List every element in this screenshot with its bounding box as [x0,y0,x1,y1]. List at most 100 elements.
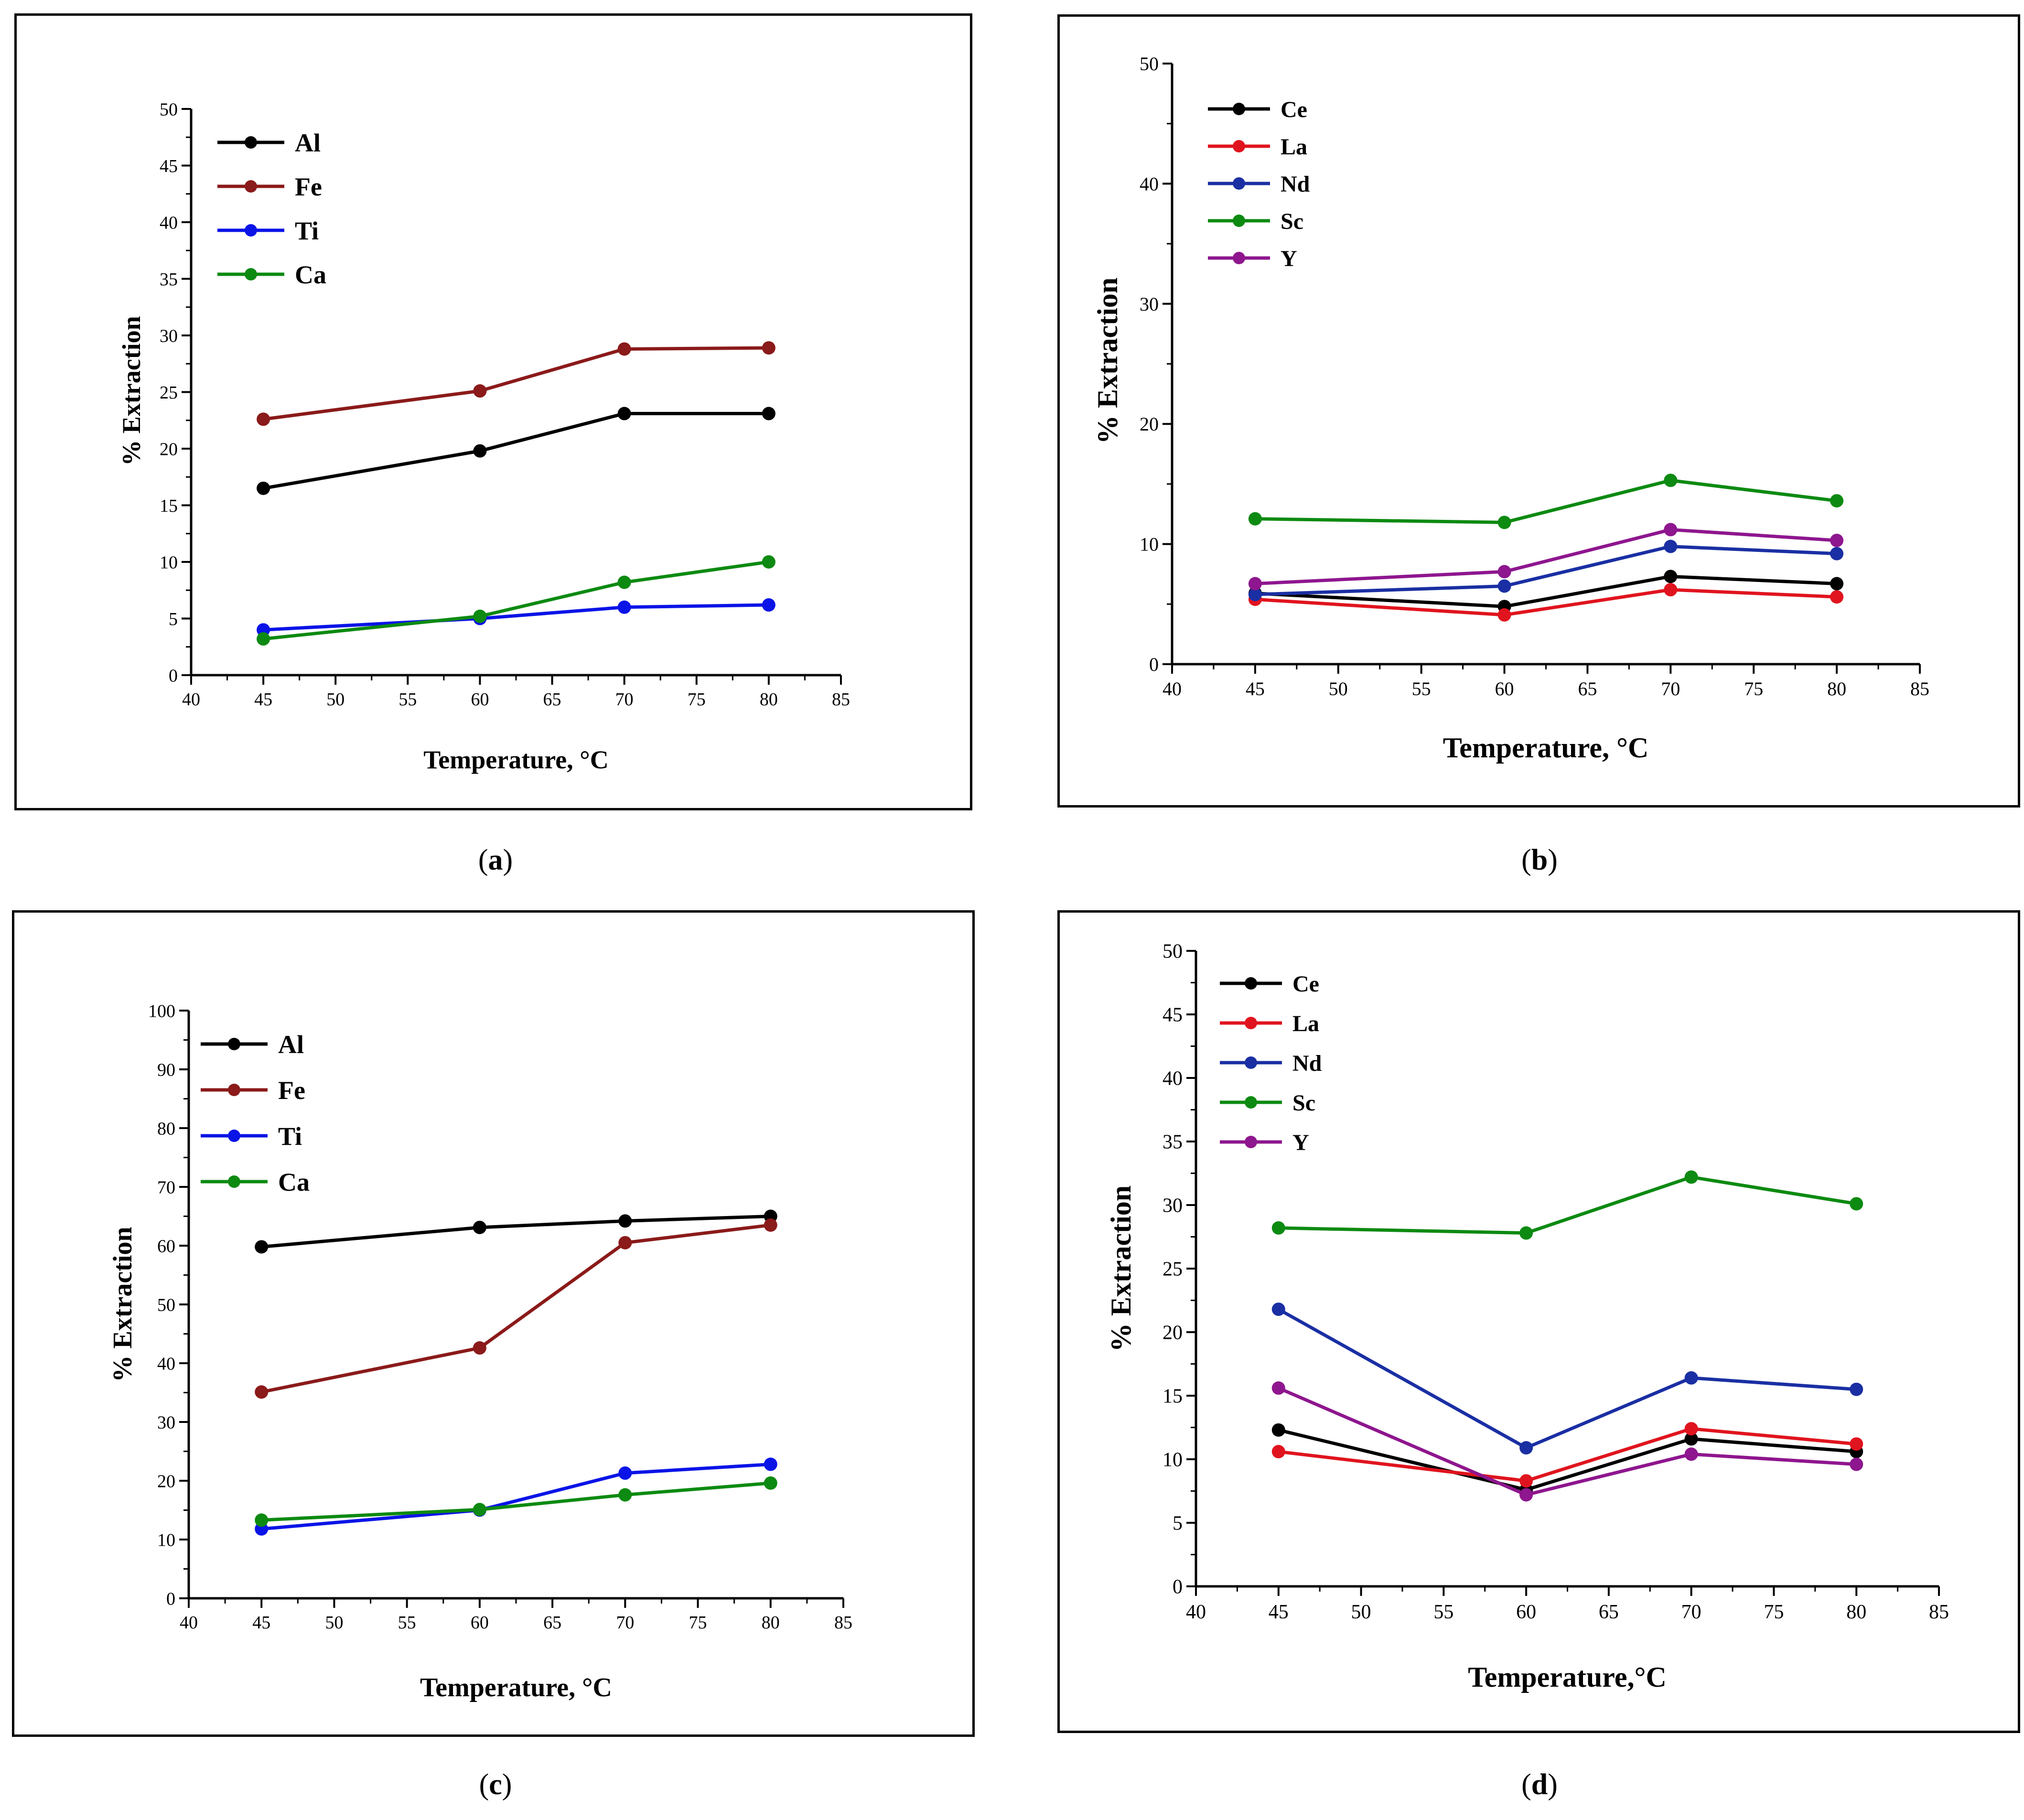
x-tick-label: 65 [543,1613,561,1633]
x-tick-label: 45 [1246,678,1265,700]
series-al-line [261,1215,771,1249]
x-tick-label: 65 [1599,1601,1619,1623]
y-tick-label: 20 [160,439,178,459]
x-tick-label: 85 [1929,1601,1949,1623]
series-nd-point [1664,539,1678,553]
x-tick-label: 55 [1433,1601,1453,1623]
x-tick-label: 80 [762,1613,780,1633]
series-y-line [1278,1386,1857,1497]
series-la-point [1271,1445,1285,1459]
series-y-point [1664,523,1678,537]
series-y-point [1850,1457,1863,1471]
x-tick-label: 80 [760,689,778,710]
caption-a: (a) [478,844,513,876]
series-ca-point [473,1503,486,1517]
y-tick-label: 10 [1163,1449,1183,1471]
y-tick-label: 50 [157,1295,175,1315]
legend-al-label: Al [295,129,321,157]
chart-c-svg: 40 45 50 55 60 65 70 75 80 85 0 10 20 30 40 50 60 70 80 90 1… [108,1001,852,1702]
series-la-point [1497,608,1511,622]
x-tick-label: 55 [1412,678,1431,700]
series-y-point [1519,1488,1533,1502]
x-tick-label: 60 [1495,678,1514,700]
series-la-point [1664,583,1678,597]
legend-al-label: Al [278,1030,304,1059]
series-ce-line [1255,574,1837,608]
legend-sc-swatch-marker [1233,215,1245,227]
y-tick-label: 10 [160,552,178,572]
y-tick-label: 30 [1140,293,1159,315]
x-tick-label: 50 [325,1613,343,1633]
legend-y-swatch-marker [1245,1136,1257,1148]
series-sc-point [1497,516,1511,529]
x-tick-label: 75 [688,689,706,710]
series-fe-line [261,1223,771,1394]
series-ca-line [261,1481,771,1522]
series-sc-point [1664,474,1678,487]
series-ca-point [473,609,487,623]
legend-la-swatch-marker [1233,140,1245,152]
y-tick-label: 20 [1163,1322,1183,1344]
x-tick-label: 75 [1744,678,1763,700]
y-tick-label: 20 [1140,413,1159,435]
legend-ti-swatch-marker [245,224,257,237]
caption-d-letter: d [1531,1768,1548,1801]
x-tick-label: 85 [832,689,850,710]
series-ti-line [261,1463,771,1531]
series-y-point [1271,1381,1285,1395]
x-tick-label: 50 [326,689,345,710]
x-tick-label: 60 [471,1613,489,1633]
x-tick-label: 65 [543,689,561,710]
x-tick-label: 40 [180,1613,198,1633]
x-tick-label: 40 [1186,1601,1206,1623]
y-tick-label: 0 [1173,1576,1183,1598]
series-ce-line [1278,1428,1857,1492]
series-al-point [617,407,631,420]
series-nd-point [1684,1371,1698,1385]
y-tick-label: 15 [1163,1386,1183,1408]
series-y-point [1684,1447,1698,1461]
series-ti-line [263,603,769,632]
legend-nd-swatch-marker [1245,1056,1257,1069]
x-tick-label: 75 [689,1613,707,1633]
x-tick-label: 70 [1681,1601,1701,1623]
caption-c: (c) [479,1768,512,1801]
series-fe-line [263,346,769,421]
x-tick-label: 50 [1351,1601,1371,1623]
series-fe-point [618,1236,632,1249]
series-nd-point [1519,1441,1533,1455]
series-al-point [257,481,270,495]
series-fe-point [473,1341,486,1355]
series-fe-point [255,1385,269,1399]
y-tick-label: 100 [148,1001,175,1021]
y-tick-label: 70 [157,1177,175,1197]
y-tick-label: 20 [157,1471,175,1491]
x-tick-label: 50 [1329,678,1348,700]
series-y-point [1830,534,1844,548]
y-tick-label: 35 [160,269,178,290]
legend-la-label: La [1281,134,1307,160]
chart-panel-a: 40 45 50 55 60 65 70 75 80 85 0 5 10 15 20 25 30 35 40 45 50… [14,13,972,810]
series-nd-point [1850,1382,1863,1396]
series-sc-point [1519,1226,1533,1240]
series-al-point [255,1240,269,1254]
y-tick-label: 40 [157,1354,175,1374]
y-tick-label: 50 [160,99,178,119]
x-axis-title: Temperature,°C [1468,1661,1667,1693]
legend-fe-label: Fe [295,172,322,201]
y-tick-label: 25 [160,383,178,403]
legend-y-label: Y [1292,1130,1309,1155]
legend-ce-swatch-marker [1233,103,1245,115]
legend-ce-label: Ce [1292,971,1319,997]
legend-nd-label: Nd [1292,1051,1322,1076]
legend-ti-label: Ti [295,216,319,245]
series-ca-point [764,1476,777,1490]
series-sc-line [1255,478,1837,524]
y-axis-title: % Extraction [1092,278,1123,444]
x-tick-label: 55 [398,689,417,710]
legend-fe-swatch-marker [245,180,257,193]
series-al-point [473,444,487,458]
y-tick-label: 15 [160,496,178,516]
series-fe-point [762,341,775,355]
y-tick-label: 0 [1149,654,1159,675]
